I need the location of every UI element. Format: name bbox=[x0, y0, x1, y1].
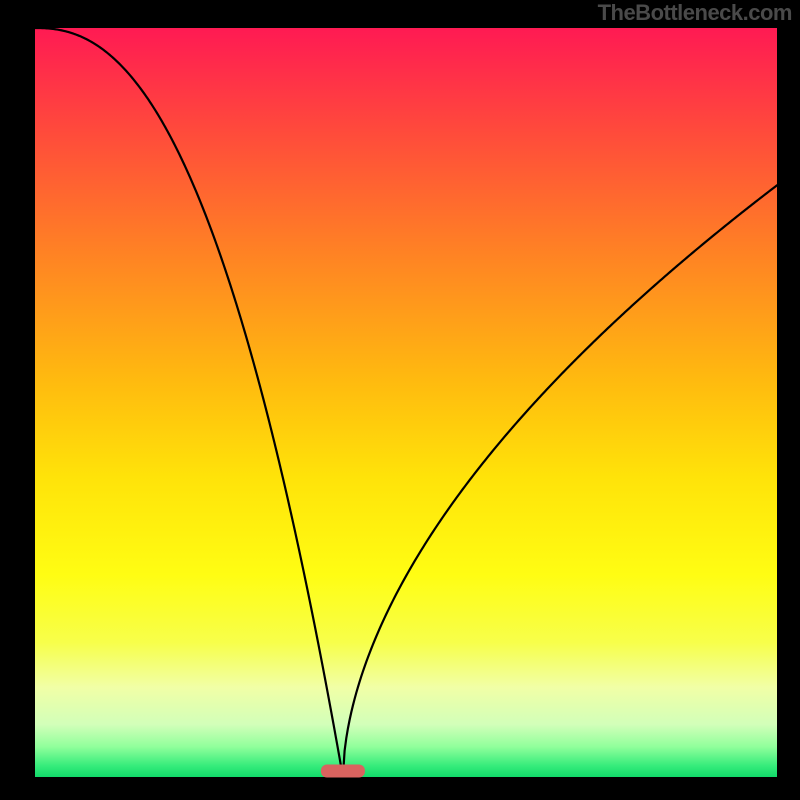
plot-area bbox=[35, 28, 777, 777]
optimal-marker bbox=[321, 765, 365, 778]
chart-svg bbox=[0, 0, 800, 800]
watermark-text: TheBottleneck.com bbox=[598, 0, 792, 26]
chart-container: TheBottleneck.com bbox=[0, 0, 800, 800]
